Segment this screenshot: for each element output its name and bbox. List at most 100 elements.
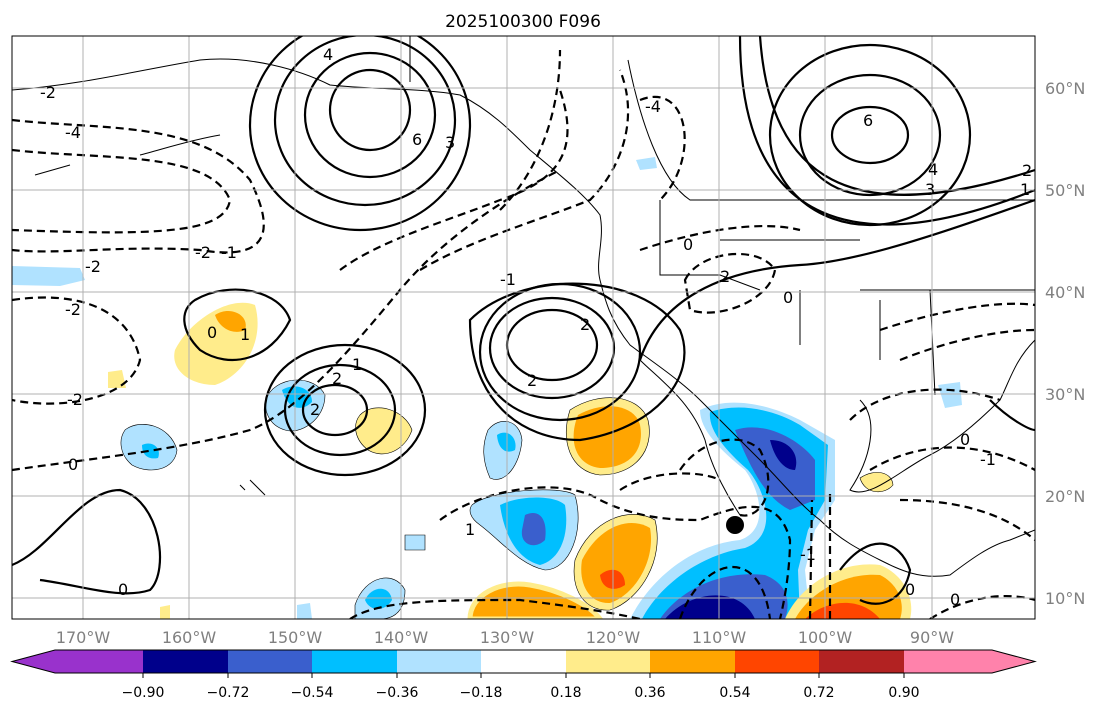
lat-label: 10°N xyxy=(1045,589,1085,608)
colorbar-extend-low xyxy=(12,650,143,673)
negative-anomaly-147w-9n xyxy=(297,603,312,619)
storm-center-marker xyxy=(726,516,744,534)
contour-label: 2 xyxy=(332,369,342,388)
colorbar-segment xyxy=(650,650,735,673)
colorbar-segment xyxy=(481,650,566,673)
negative-anomaly-144w-18n xyxy=(404,534,426,551)
contour-label: 1 xyxy=(352,355,362,374)
longitude-labels: 170°W 160°W 150°W 140°W 130°W 120°W 110°… xyxy=(56,628,954,647)
contour-label: 3 xyxy=(925,180,935,199)
lat-label: 40°N xyxy=(1045,283,1085,302)
lat-label: 60°N xyxy=(1045,79,1085,98)
colorbar-segment xyxy=(566,650,650,673)
positive-anomaly-160w-35n xyxy=(174,302,258,385)
contour-label: 2 xyxy=(527,371,537,390)
colorbar-tick-label: 0.36 xyxy=(634,685,665,701)
negative-anomaly-128w-17n xyxy=(469,489,579,571)
lon-label: 90°W xyxy=(910,628,954,647)
contour-label: 6 xyxy=(863,111,873,130)
contour-label: 0 xyxy=(118,580,128,599)
lat-label: 20°N xyxy=(1045,487,1085,506)
coastlines xyxy=(12,36,1035,577)
contour-label: 2 xyxy=(310,400,320,419)
contour-label: 0 xyxy=(960,430,970,449)
contour-label: -2 xyxy=(67,390,83,409)
contour-label: 2 xyxy=(1022,161,1032,180)
lon-label: 110°W xyxy=(692,628,747,647)
colorbar-tick-label: 0.72 xyxy=(803,685,834,701)
lon-label: 170°W xyxy=(56,628,111,647)
map-panel: 6 4 2 1 0 -1 -2 -4 3 6 2 2 0 -2 -2 -2 0 … xyxy=(11,35,1036,620)
figure-title: 2025100300 F096 xyxy=(445,12,601,32)
colorbar-tick-label: −0.18 xyxy=(460,685,503,701)
colorbar-outline xyxy=(10,649,1037,674)
positive-anomaly-142w-27n xyxy=(355,407,413,455)
colorbar-tick-label: 0.90 xyxy=(888,685,919,701)
shaded-anomalies xyxy=(12,157,962,619)
contour-label: 1 xyxy=(465,520,475,539)
contour-label: -1 xyxy=(500,270,516,289)
colorbar-tick-label: −0.54 xyxy=(291,685,334,701)
colorbar-segment xyxy=(397,650,481,673)
contour-label: 3 xyxy=(445,133,455,152)
contour-label: 1 xyxy=(240,325,250,344)
colorbar-segment xyxy=(228,650,312,673)
contour-label: 0 xyxy=(683,235,693,254)
contour-label: 6 xyxy=(412,130,422,149)
contour-labels: 6 4 2 1 0 -1 -2 -4 3 6 2 2 0 -2 -2 -2 0 … xyxy=(40,45,1032,609)
colorbar-tick-label: 0.18 xyxy=(550,685,581,701)
colorbar-segment xyxy=(143,650,228,673)
lat-label: 50°N xyxy=(1045,181,1085,200)
contour-label: 0 xyxy=(207,323,217,342)
colorbar-tick-label: −0.90 xyxy=(122,685,165,701)
positive-anomaly-117w-13n xyxy=(573,514,658,611)
negative-anomaly-95w-30n xyxy=(938,382,962,408)
negative-anomaly-120w-54n xyxy=(636,157,657,170)
lon-label: 100°W xyxy=(798,628,853,647)
positive-anomaly-95w-22n xyxy=(859,472,894,492)
contour-label: 0 xyxy=(950,590,960,609)
contour-label: 1 xyxy=(1020,180,1030,199)
contour-label: -1 xyxy=(221,243,237,262)
colorbar-segment xyxy=(312,650,397,673)
colorbar-segment xyxy=(735,650,819,673)
colorbar-extend-high xyxy=(904,650,1035,673)
lon-label: 120°W xyxy=(586,628,641,647)
contours xyxy=(12,36,1035,619)
graticule xyxy=(12,36,1035,619)
positive-anomaly-158w-9n xyxy=(160,605,170,619)
positive-anomaly-97w-10n xyxy=(785,564,912,619)
positive-anomaly-167w-32n xyxy=(108,370,126,388)
contour-label: 2 xyxy=(580,315,590,334)
colorbar-ticks: −0.90 −0.72 −0.54 −0.36 −0.18 0.18 0.36 … xyxy=(122,685,920,701)
lon-label: 150°W xyxy=(268,628,323,647)
contour-label: -2 xyxy=(195,243,211,262)
lon-label: 160°W xyxy=(162,628,217,647)
lon-label: 140°W xyxy=(374,628,429,647)
colorbar-tick-label: 0.54 xyxy=(719,685,750,701)
lat-label: 30°N xyxy=(1045,385,1085,404)
colorbar xyxy=(10,649,1037,678)
negative-anomaly-baja xyxy=(630,402,835,619)
lon-label: 130°W xyxy=(480,628,535,647)
contour-label: -4 xyxy=(65,123,81,142)
contour-label: 0 xyxy=(905,580,915,599)
contour-label: -1 xyxy=(800,545,816,564)
contour-label: 4 xyxy=(928,160,938,179)
latitude-labels: 60°N 50°N 40°N 30°N 20°N 10°N xyxy=(1045,79,1085,608)
colorbar-tick-label: −0.72 xyxy=(207,685,250,701)
contour-label: 0 xyxy=(783,288,793,307)
contour-label: 0 xyxy=(68,455,78,474)
colorbar-segment xyxy=(819,650,904,673)
contour-label: -2 xyxy=(65,300,81,319)
colorbar-tick-label: −0.36 xyxy=(376,685,419,701)
negative-anomaly-130w-26n xyxy=(483,421,523,480)
contour-label: -2 xyxy=(40,83,56,102)
negative-anomaly-163w-24n xyxy=(120,423,178,471)
map-frame xyxy=(11,35,1036,620)
contour-label: -2 xyxy=(85,257,101,276)
contour-label: 4 xyxy=(323,45,333,64)
negative-anomaly-180w-42n xyxy=(12,266,85,286)
